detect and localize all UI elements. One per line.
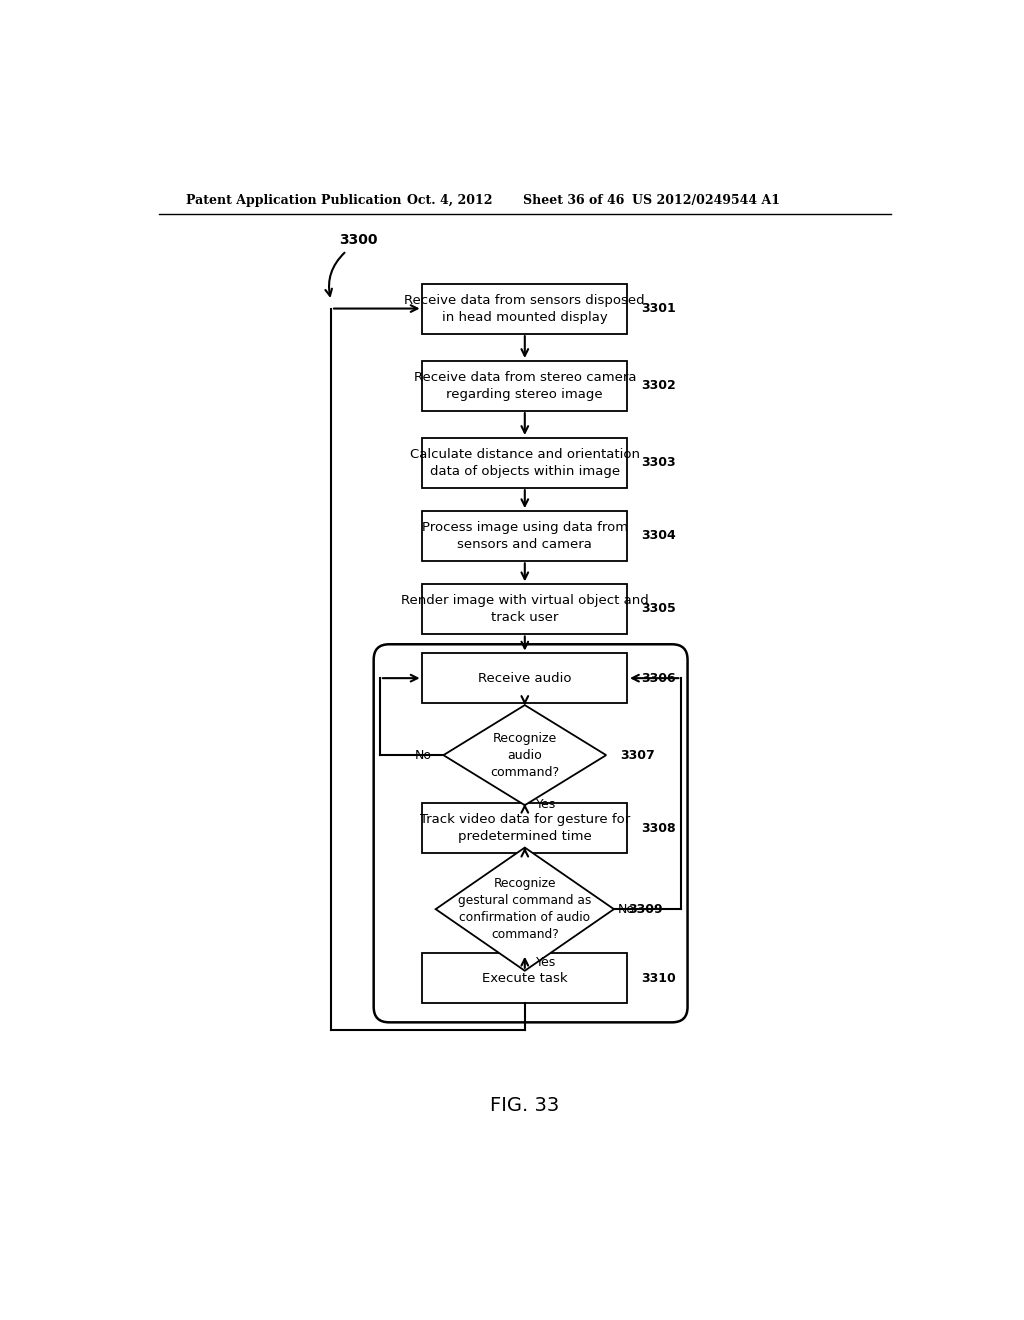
Text: 3301: 3301 — [641, 302, 676, 315]
Text: Recognize
audio
command?: Recognize audio command? — [490, 731, 559, 779]
Text: US 2012/0249544 A1: US 2012/0249544 A1 — [632, 194, 779, 207]
Text: Render image with virtual object and
track user: Render image with virtual object and tra… — [401, 594, 648, 624]
Text: 3306: 3306 — [641, 672, 676, 685]
Text: 3303: 3303 — [641, 455, 676, 469]
Text: 3302: 3302 — [641, 379, 676, 392]
Text: 3310: 3310 — [641, 972, 676, 985]
Text: No: No — [415, 748, 432, 762]
Text: Calculate distance and orientation
data of objects within image: Calculate distance and orientation data … — [410, 447, 640, 478]
Polygon shape — [435, 847, 614, 970]
Text: FIG. 33: FIG. 33 — [490, 1096, 559, 1115]
Text: 3305: 3305 — [641, 602, 676, 615]
Text: Sheet 36 of 46: Sheet 36 of 46 — [523, 194, 625, 207]
FancyBboxPatch shape — [422, 804, 628, 853]
Text: Track video data for gesture for
predetermined time: Track video data for gesture for predete… — [420, 813, 630, 843]
FancyBboxPatch shape — [422, 284, 628, 334]
FancyBboxPatch shape — [422, 583, 628, 634]
Text: Yes: Yes — [537, 797, 557, 810]
Text: Yes: Yes — [537, 956, 557, 969]
Text: 3304: 3304 — [641, 529, 676, 543]
Text: 3309: 3309 — [628, 903, 663, 916]
Text: Execute task: Execute task — [482, 972, 567, 985]
Text: Recognize
gestural command as
confirmation of audio
command?: Recognize gestural command as confirmati… — [458, 878, 592, 941]
Text: 3308: 3308 — [641, 822, 676, 834]
Text: No: No — [617, 903, 635, 916]
FancyBboxPatch shape — [422, 360, 628, 411]
FancyBboxPatch shape — [422, 653, 628, 704]
Text: 3300: 3300 — [339, 232, 377, 247]
Text: Receive data from sensors disposed
in head mounted display: Receive data from sensors disposed in he… — [404, 293, 645, 323]
Text: Receive data from stereo camera
regarding stereo image: Receive data from stereo camera regardin… — [414, 371, 636, 400]
Text: Patent Application Publication: Patent Application Publication — [186, 194, 401, 207]
FancyBboxPatch shape — [422, 437, 628, 487]
Text: Receive audio: Receive audio — [478, 672, 571, 685]
Text: Oct. 4, 2012: Oct. 4, 2012 — [407, 194, 493, 207]
Text: Process image using data from
sensors and camera: Process image using data from sensors an… — [422, 520, 628, 550]
Text: 3307: 3307 — [621, 748, 655, 762]
FancyBboxPatch shape — [422, 953, 628, 1003]
FancyBboxPatch shape — [422, 511, 628, 561]
Polygon shape — [443, 705, 606, 805]
